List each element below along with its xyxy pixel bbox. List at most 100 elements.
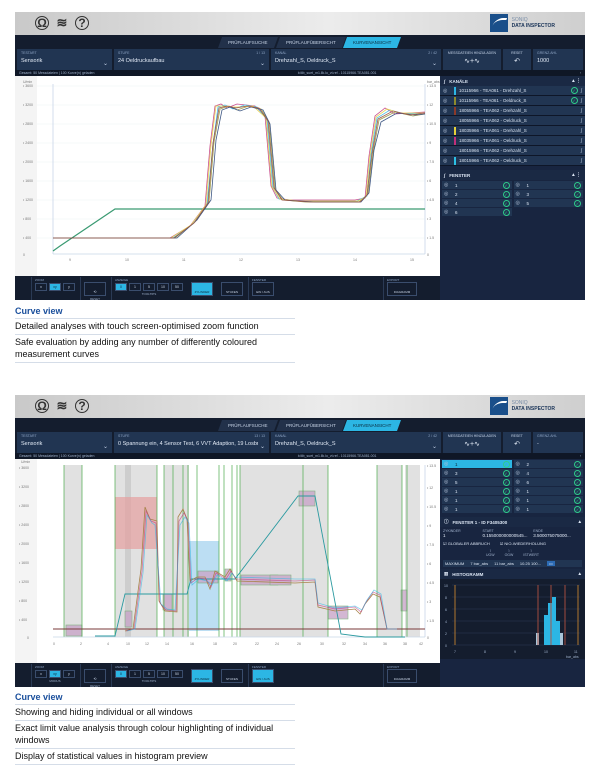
eye-icon[interactable]: ◎ <box>515 497 520 503</box>
tooltip-50-button[interactable]: 50 <box>171 670 183 678</box>
grenz-field[interactable]: GRENZ.AHL 1000 <box>533 49 583 70</box>
fenster-toggle-button[interactable]: EIN / AUS <box>252 282 274 296</box>
layers-icon[interactable]: ≋ <box>56 398 68 413</box>
window-item[interactable]: ◎ 1 ✓ <box>513 496 583 504</box>
tooltip-5-button[interactable]: 5 <box>143 283 155 291</box>
curve-icon[interactable]: ∫ <box>580 137 582 144</box>
eye-icon[interactable]: ◎ <box>515 506 520 512</box>
eye-icon[interactable]: ◎ <box>443 147 448 154</box>
eye-icon[interactable]: ◎ <box>443 137 448 144</box>
window-item[interactable]: ◎ 1 ✓ <box>442 460 512 468</box>
eye-icon[interactable]: ◎ <box>515 479 520 485</box>
channel-item[interactable]: ◎ 10115966 - TEA061 - Drehzahl_S ✓ ∫ <box>440 86 585 96</box>
window-item[interactable]: ◎ 6 ✓ <box>513 478 583 486</box>
chevron-right-icon[interactable]: › <box>579 71 581 75</box>
curve-icon[interactable]: ∫ <box>580 97 582 104</box>
collapse-icon[interactable]: ▴ <box>578 571 581 577</box>
eye-icon[interactable]: ◎ <box>443 127 448 134</box>
zoom-xy-button[interactable]: xy <box>49 670 61 678</box>
window-item[interactable]: ◎ 1 ✓ <box>513 505 583 513</box>
eye-icon[interactable]: ◎ <box>444 461 449 467</box>
collapse-menu-icon[interactable]: ▴ ⋮ <box>572 172 581 178</box>
reset-button[interactable]: RESET ↶ <box>503 49 531 70</box>
window-item[interactable]: ◎ 2 ✓ <box>513 460 583 468</box>
zoom-y-button[interactable]: y <box>63 670 75 678</box>
window-item[interactable]: ◎ 1 ✓ <box>442 181 512 189</box>
curve-icon[interactable]: ∫ <box>580 117 582 124</box>
channel-item[interactable]: ◎ 10115966 - TEA061 - Oeldruck_S ✓ ∫ <box>440 96 585 106</box>
zoom-reset-button[interactable]: ⟲ RESET <box>80 277 109 300</box>
help-icon[interactable]: ? <box>75 16 89 30</box>
eye-icon[interactable]: ◎ <box>444 488 449 494</box>
curve-icon[interactable]: ∫ <box>580 87 582 94</box>
eye-icon[interactable]: ◎ <box>444 479 449 485</box>
eye-icon[interactable]: ◎ <box>443 107 448 114</box>
eye-icon[interactable]: ◎ <box>444 506 449 512</box>
zoom-reset-button[interactable]: ⟲ RESET <box>80 664 109 687</box>
tab-pruflaufubersicht[interactable]: PRÜFLAUFÜBERSICHT <box>275 420 346 431</box>
channel-item[interactable]: ◎ 18035966 - TEA061 - Drehzahl_S ∫ <box>440 126 585 136</box>
window-item[interactable]: ◎ 3 ✓ <box>442 469 512 477</box>
channel-item[interactable]: ◎ 18055966 - TEA062 - Oeldruck_S ∫ <box>440 116 585 126</box>
layers-icon[interactable]: ≋ <box>56 15 68 30</box>
export-diagram-button[interactable]: DIAGRAMM <box>387 669 417 683</box>
eye-icon[interactable]: ◎ <box>444 497 449 503</box>
curve-icon[interactable]: ∫ <box>580 147 582 154</box>
tab-kurvenansicht[interactable]: KURVENANSICHT <box>343 420 402 431</box>
eye-icon[interactable]: ◎ <box>443 157 448 164</box>
tooltip-10-button[interactable]: 10 <box>157 670 169 678</box>
eye-icon[interactable]: ◎ <box>515 461 520 467</box>
window-item[interactable]: ◎ 1 ✓ <box>513 487 583 495</box>
zylinder-button[interactable]: ZYLINDER <box>188 664 216 687</box>
eye-icon[interactable]: ◎ <box>444 470 449 476</box>
testart-select[interactable]: TESTART Sensorik ⌄ <box>17 49 112 70</box>
brain-icon[interactable]: Ω <box>35 16 49 30</box>
eye-icon[interactable]: ◎ <box>443 87 448 94</box>
window-item[interactable]: ◎ 1 ✓ <box>513 181 583 189</box>
kanal-select[interactable]: KANAL 2 / 42 Drehzahl_S, Oeldruck_S ⌄ <box>271 432 441 453</box>
collapse-icon[interactable]: ▴ <box>578 519 581 525</box>
curve-icon[interactable]: ∫ <box>580 127 582 134</box>
tab-kurvenansicht[interactable]: KURVENANSICHT <box>343 37 402 48</box>
curve-icon[interactable]: ∫ <box>580 157 582 164</box>
edit-button[interactable]: ▭ <box>547 561 555 566</box>
stufe-select[interactable]: STUFE 1 / 13 24 Oeldruckaufbau ⌄ <box>114 49 269 70</box>
tooltip-0-button[interactable]: 0 <box>115 670 127 678</box>
window-item[interactable]: ◎ 5 ✓ <box>513 199 583 207</box>
curve-chart[interactable]: U/min • 3600 • 3200 • 2800 • 2400 • 2000 • 1… <box>15 76 440 300</box>
window-item[interactable]: ◎ 3 ✓ <box>513 190 583 198</box>
window-item[interactable]: ◎ 4 ✓ <box>442 199 512 207</box>
channel-item[interactable]: ◎ 18015966 - TEA062 - Drehzahl_S ∫ <box>440 146 585 156</box>
tab-pruflaufubersicht[interactable]: PRÜFLAUFÜBERSICHT <box>275 37 346 48</box>
tooltip-1-button[interactable]: 1 <box>129 670 141 678</box>
channel-item[interactable]: ◎ 18055966 - TEA062 - Drehzahl_S ∫ <box>440 106 585 116</box>
tooltip-5-button[interactable]: 5 <box>143 670 155 678</box>
window-item[interactable]: ◎ 1 ✓ <box>442 496 512 504</box>
collapse-menu-icon[interactable]: ▴ ⋮ <box>572 78 581 84</box>
help-icon[interactable]: ? <box>75 399 89 413</box>
window-item[interactable]: ◎ 1 ✓ <box>442 487 512 495</box>
channel-item[interactable]: ◎ 18035966 - TEA061 - Oeldruck_S ∫ <box>440 136 585 146</box>
tooltip-50-button[interactable]: 50 <box>171 283 183 291</box>
tab-pruflaufsuche[interactable]: PRÜFLAUFSUCHE <box>217 37 278 48</box>
chart-plot[interactable]: U/min • 3600 • 3200 • 2800 • 2400 • 2000 • 1… <box>15 76 440 276</box>
tooltip-1-button[interactable]: 1 <box>129 283 141 291</box>
window-item[interactable]: ◎ 2 ✓ <box>442 190 512 198</box>
export-diagram-button[interactable]: DIAGRAMM <box>387 282 417 296</box>
eye-icon[interactable]: ◎ <box>443 97 448 104</box>
fenster-toggle-button[interactable]: EIN / AUS <box>252 669 274 683</box>
kanal-select[interactable]: KANAL 2 / 42 Drehzahl_S, Oeldruck_S ⌄ <box>271 49 441 70</box>
zoom-x-button[interactable]: x <box>35 283 47 291</box>
grenz-field[interactable]: GRENZ.AHL - <box>533 432 583 453</box>
window-item[interactable]: ◎ 1 ✓ <box>442 505 512 513</box>
global-abort-checkbox[interactable]: GLOBALER ABBRUCH <box>443 541 490 546</box>
testart-select[interactable]: TESTART Sensorik ⌄ <box>17 432 112 453</box>
window-item[interactable]: ◎ 5 ✓ <box>442 478 512 486</box>
eye-icon[interactable]: ◎ <box>515 488 520 494</box>
zoom-y-button[interactable]: y <box>63 283 75 291</box>
reload-files-button[interactable]: MESSDATEIEN HINZULADEN ∿+∿ <box>443 432 501 453</box>
zoom-xy-button[interactable]: xy <box>49 283 61 291</box>
zoom-x-button[interactable]: x <box>35 670 47 678</box>
window-item[interactable]: ◎ 6 ✓ <box>442 208 512 216</box>
curve-chart[interactable]: U/min • 3600 • 3200 • 2800 • 2400 • 2000 • 1… <box>15 459 440 687</box>
